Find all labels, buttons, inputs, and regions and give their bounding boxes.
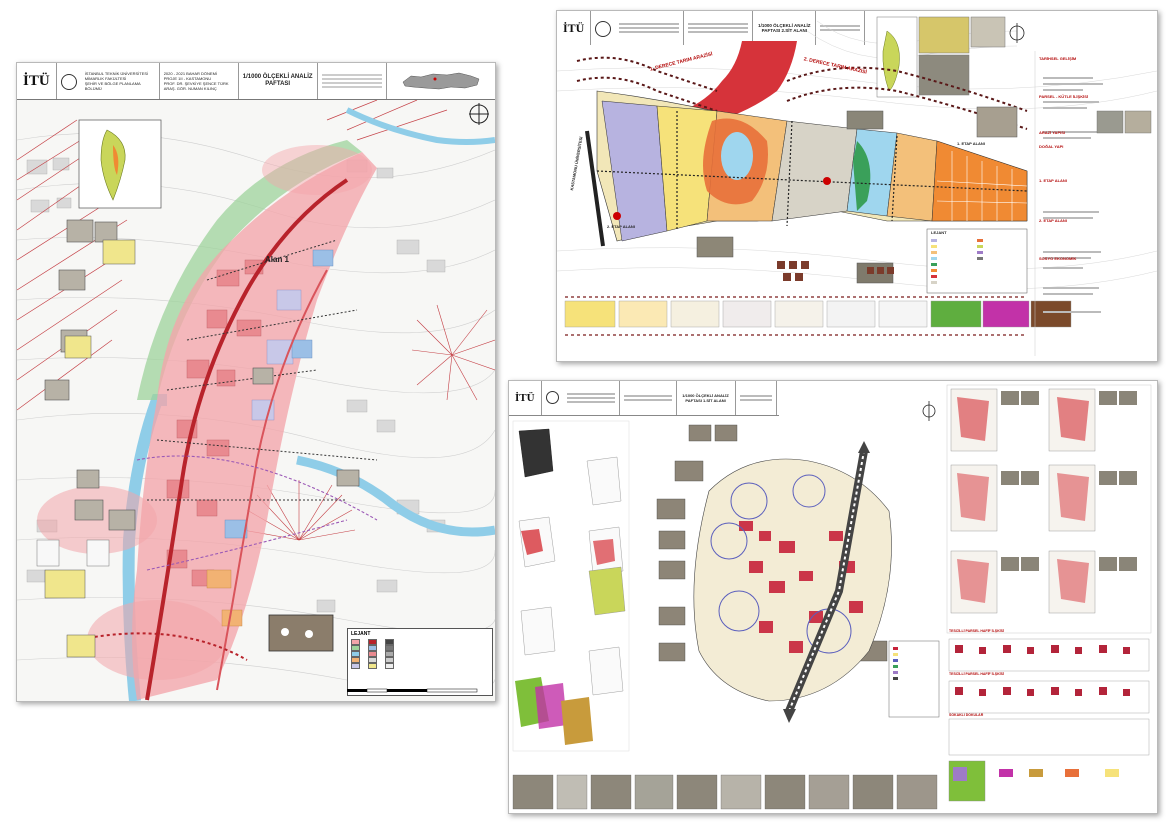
course-block — [684, 11, 754, 45]
left-map-drawing — [17, 99, 495, 701]
br-bottom-photo-strip — [512, 774, 938, 810]
main-road — [145, 178, 349, 701]
br-photo-column — [656, 424, 888, 662]
sheet-info-block — [318, 63, 387, 99]
br-right-panels — [946, 384, 1152, 634]
tr-thumbnail-strip — [564, 300, 1072, 328]
br-title-block: İTÜ 1/1000 ÖLÇEKLİ ANALİZ PAFTASI 1.SİT … — [509, 381, 779, 416]
itu-logo: İTÜ — [17, 63, 57, 99]
left-title-block: İTÜ İSTANBUL TEKNİK ÜNİVERSİTESİ MİMARLI… — [17, 63, 495, 100]
bottom-right-map-drawing — [512, 384, 1152, 810]
course-block — [620, 381, 677, 415]
br-left-column — [512, 420, 630, 752]
north-arrow-icon — [1009, 23, 1025, 43]
br-central-map — [693, 458, 892, 702]
etap1-label: 1. ETAP ALANI — [957, 141, 985, 146]
etap2-label: 2. ETAP ALANI — [607, 224, 635, 229]
scale-title: 1/1000 ÖLÇEKLİ ANALİZ PAFTASI 1.SİT ALAN… — [677, 381, 736, 415]
north-arrow-icon — [469, 103, 489, 125]
university-seal-icon — [545, 391, 559, 404]
scale-title: 1/1000 ÖLÇEKLİ ANALİZ PAFTASI 2.SİT ALAN… — [753, 11, 817, 45]
scale-bar — [347, 688, 478, 693]
left-legend: LEJANT — [347, 628, 493, 696]
tr-locator-inset — [876, 16, 1006, 98]
turkey-locator-map — [387, 63, 495, 99]
itu-logo: İTÜ — [557, 11, 592, 45]
top-right-analysis-sheet: İTÜ 1/1000 ÖLÇEKLİ ANALİZ PAFTASI 2.SİT … — [556, 10, 1158, 362]
course-block: 2020 - 2021 BAHAR DÖNEMİ PROJE 1II - KAS… — [160, 63, 239, 99]
green-zone — [137, 140, 362, 400]
top-right-map-drawing — [557, 16, 1157, 356]
sheet-info-block — [816, 11, 866, 45]
university-seal-icon — [595, 21, 612, 37]
scale-title: 1/1000 ÖLÇEKLİ ANALİZ PAFTASI — [239, 63, 318, 99]
university-block: İSTANBUL TEKNİK ÜNİVERSİTESİ MİMARLIK FA… — [81, 63, 160, 99]
north-arrow-icon — [922, 401, 936, 421]
left-map-body: Alan 1 LEJANT — [17, 99, 495, 701]
university-block — [615, 11, 685, 45]
sheet-info-block — [736, 381, 777, 415]
tr-side-headings: TARİHSEL GELİŞİM PARSEL - KÜTLE İLİŞKİSİ… — [1039, 56, 1088, 261]
area-label: Alan 1 — [265, 255, 290, 264]
parcel-icon-grid — [948, 638, 1150, 756]
tr-title-block: İTÜ 1/1000 ÖLÇEKLİ ANALİZ PAFTASI 2.SİT … — [557, 11, 877, 45]
bottom-right-analysis-sheet: İTÜ 1/1000 ÖLÇEKLİ ANALİZ PAFTASI 1.SİT … — [508, 380, 1158, 814]
itu-logo: İTÜ — [509, 381, 542, 415]
red-highland — [682, 41, 797, 118]
tr-legend — [926, 228, 1028, 294]
br-section-2-title: TESCİLLİ PARSEL HAFİF İLŞKİSİ — [949, 672, 1004, 676]
br-section-1-title: TESCİLLİ PARSEL HAFİF İLŞKİSİ — [949, 629, 1004, 633]
left-photo-strip — [44, 219, 360, 531]
street-photo — [268, 614, 334, 652]
br-section-3-title: SOKAKLI DOKULAR — [949, 713, 984, 717]
university-block — [563, 381, 620, 415]
br-bottom-thumbnails — [948, 760, 1119, 802]
left-analysis-sheet: İTÜ İSTANBUL TEKNİK ÜNİVERSİTESİ MİMARLI… — [16, 62, 496, 702]
tr-legend-title: LEJANT — [931, 230, 947, 235]
university-seal-icon — [60, 74, 77, 90]
